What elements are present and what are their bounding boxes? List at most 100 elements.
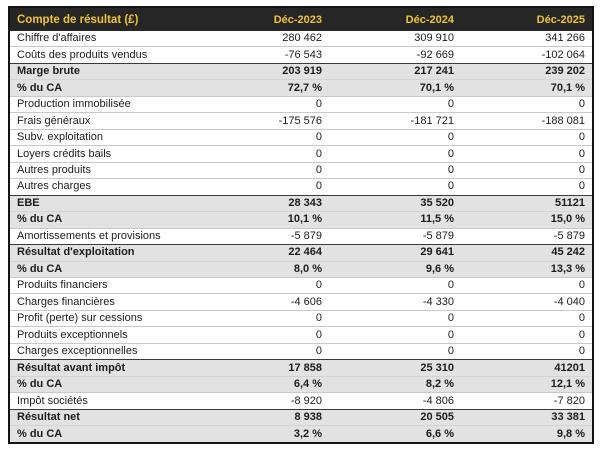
row-label: Impôt sociétés — [9, 392, 198, 410]
cell-value: 0 — [197, 161, 330, 179]
table-row: Charges exceptionnelles 0 0 0 — [9, 342, 593, 360]
cell-value: 0 — [329, 326, 461, 344]
cell-value: 29 641 — [329, 244, 461, 262]
row-label: EBE — [9, 194, 198, 212]
cell-value: 9,8 % — [460, 425, 593, 443]
table-row: Frais généraux -175 576 -181 721 -188 081 — [9, 112, 593, 130]
cell-value: 6,4 % — [197, 375, 330, 393]
table-row: % du CA 10,1 % 11,5 % 15,0 % — [9, 211, 593, 229]
cell-value: 8,0 % — [197, 260, 330, 278]
cell-value: 0 — [460, 178, 593, 196]
row-label: Charges exceptionnelles — [9, 342, 198, 360]
cell-value: 17 858 — [197, 359, 330, 377]
cell-value: 0 — [329, 178, 461, 196]
cell-value: 3,2 % — [197, 425, 330, 443]
cell-value: 0 — [460, 128, 593, 146]
cell-value: 0 — [329, 128, 461, 146]
row-label: Produits exceptionnels — [9, 326, 198, 344]
cell-value: 10,1 % — [197, 211, 330, 229]
cell-value: 203 919 — [197, 62, 330, 80]
row-label: Production immobilisée — [9, 95, 198, 113]
row-label: Loyers crédits bails — [9, 145, 198, 163]
cell-value: 0 — [329, 342, 461, 360]
table-row: Résultat avant impôt 17 858 25 310 41201 — [9, 359, 593, 377]
cell-value: -92 669 — [329, 46, 461, 64]
cell-value: 0 — [197, 309, 330, 327]
row-label: Résultat d'exploitation — [9, 244, 198, 262]
table-title: Compte de résultat (£) — [9, 7, 198, 31]
cell-value: -5 879 — [197, 227, 330, 245]
cell-value: -8 920 — [197, 392, 330, 410]
cell-value: -5 879 — [460, 227, 593, 245]
cell-value: 0 — [329, 277, 461, 294]
cell-value: 0 — [197, 145, 330, 163]
cell-value: 45 242 — [460, 244, 593, 262]
row-label: Charges financières — [9, 293, 198, 311]
row-label: Profit (perte) sur cessions — [9, 309, 198, 327]
cell-value: 6,6 % — [329, 425, 461, 443]
cell-value: 13,3 % — [460, 260, 593, 278]
cell-value: 0 — [460, 342, 593, 360]
cell-value: 309 910 — [414, 32, 454, 45]
table-row: Résultat d'exploitation 22 464 29 641 45 24… — [9, 244, 593, 262]
table-row: Loyers crédits bails 0 0 0 — [9, 145, 593, 163]
cell-value: 8 938 — [197, 408, 330, 426]
row-label: Coûts des produits vendus — [9, 46, 198, 64]
cell-value: -181 721 — [329, 112, 461, 130]
table-row: % du CA 8,0 % 9,6 % 13,3 % — [9, 260, 593, 278]
cell-value: 217 241 — [329, 62, 461, 80]
table-row: Amortissements et provisions -5 879 -5 879… — [9, 227, 593, 245]
cell-value: 0 — [329, 145, 461, 163]
table-row: Charges financières -4 606 -4 330 -4 040 — [9, 293, 593, 311]
cell-value: 22 464 — [197, 244, 330, 262]
row-label: Autres produits — [9, 161, 198, 179]
row-label: % du CA — [9, 260, 198, 278]
cell-value: 0 — [460, 277, 593, 294]
cell-value: 28 343 — [197, 194, 330, 212]
cell-value: 0 — [197, 178, 330, 196]
cell-value: 41201 — [460, 359, 593, 377]
cell-value: -102 064 — [460, 46, 593, 64]
table-row: Coûts des produits vendus -76 543 -92 669-… — [9, 46, 593, 64]
cell-value: 239 202 — [460, 62, 593, 80]
row-label: Résultat net — [9, 408, 198, 426]
row-label: Chiffre d'affaires — [17, 32, 97, 45]
cell-value: 12,1 % — [460, 375, 593, 393]
table-header: Compte de résultat (£) Déc-2023 Déc-2024… — [9, 7, 593, 31]
column-header-dec-2023: Déc-2023 — [197, 7, 330, 31]
column-header-dec-2025: Déc-2025 — [460, 7, 593, 31]
table-row: Résultat net 8 938 20 505 33 381 — [9, 408, 593, 426]
income-statement-table: Compte de résultat (£) Déc-2023 Déc-2024… — [8, 6, 594, 444]
row-label: Amortissements et provisions — [9, 227, 198, 245]
cell-value: 280 462 — [282, 32, 323, 45]
row-label: Résultat avant impôt — [9, 359, 198, 377]
cell-value: 15,0 % — [460, 211, 593, 229]
cell-value: 0 — [197, 326, 330, 344]
table-row: % du CA 3,2 % 6,6 % 9,8 % — [9, 425, 593, 443]
income-statement-sheet: Compte de résultat (£) Déc-2023 Déc-2024… — [8, 6, 594, 444]
cell-value: 0 — [329, 161, 461, 179]
cell-value: 0 — [460, 326, 593, 344]
row-label: Produits financiers — [9, 277, 198, 294]
cell-value: 0 — [197, 342, 330, 360]
cell-value: 0 — [460, 145, 593, 163]
cell-value: 25 310 — [329, 359, 461, 377]
row-label: Frais généraux — [9, 112, 198, 130]
table-row: Subv. exploitation 0 0 0 — [9, 128, 593, 146]
row-label: % du CA — [9, 375, 198, 393]
cell-value: 9,6 % — [329, 260, 461, 278]
cell-value: -188 081 — [460, 112, 593, 130]
table-row: Autres produits 0 0 0 — [9, 161, 593, 179]
table-row: Autres charges 0 0 0 — [9, 178, 593, 196]
row-label: Subv. exploitation — [9, 128, 198, 146]
cell-value: 11,5 % — [329, 211, 461, 229]
header-row: Compte de résultat (£) Déc-2023 Déc-2024… — [9, 7, 593, 31]
table-row: Impôt sociétés -8 920 -4 806 -7 820 — [9, 392, 593, 410]
cell-value: 20 505 — [329, 408, 461, 426]
table-row: Marge brute 203 919 217 241 239 202 — [9, 62, 593, 80]
row-label: % du CA — [9, 79, 198, 97]
table-body: Chiffre d'affaires 280 462 309 910 341 266 C… — [9, 31, 593, 443]
cell-value: 0 — [329, 309, 461, 327]
cell-value: 8,2 % — [329, 375, 461, 393]
cell-value: -5 879 — [329, 227, 461, 245]
